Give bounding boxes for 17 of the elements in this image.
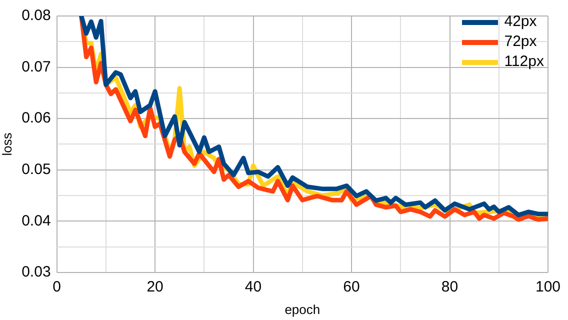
x-axis-title: epoch bbox=[284, 302, 320, 317]
legend-label: 42px bbox=[504, 12, 537, 32]
y-tick-label: 0.08 bbox=[22, 7, 51, 24]
x-tick-label: 0 bbox=[52, 278, 61, 296]
y-tick-label: 0.05 bbox=[22, 160, 51, 178]
y-tick-label: 0.03 bbox=[22, 264, 51, 281]
y-tick-label: 0.04 bbox=[22, 212, 51, 230]
legend-label: 72px bbox=[504, 32, 537, 52]
y-tick-label: 0.07 bbox=[22, 58, 51, 76]
legend-label: 112px bbox=[504, 52, 544, 72]
x-tick-label: 40 bbox=[244, 278, 262, 296]
x-tick-label: 80 bbox=[441, 278, 458, 296]
x-tick-label: 60 bbox=[343, 278, 360, 296]
y-axis-title: loss bbox=[0, 132, 14, 156]
x-tick-label: 100 bbox=[535, 278, 561, 296]
y-tick-label: 0.06 bbox=[22, 110, 51, 127]
x-tick-label: 20 bbox=[146, 278, 164, 296]
